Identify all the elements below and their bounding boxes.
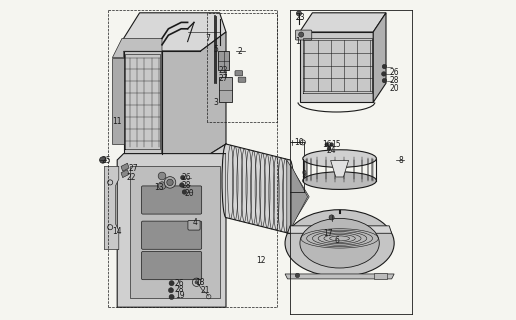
Text: 7: 7 xyxy=(205,34,210,43)
Polygon shape xyxy=(124,51,162,154)
Polygon shape xyxy=(287,226,392,233)
Circle shape xyxy=(330,143,333,147)
Circle shape xyxy=(195,281,198,284)
Circle shape xyxy=(325,143,329,147)
Circle shape xyxy=(382,78,386,83)
Text: 26: 26 xyxy=(181,173,191,182)
Text: 23: 23 xyxy=(296,13,305,22)
Text: 4: 4 xyxy=(192,218,197,227)
Polygon shape xyxy=(292,166,308,227)
Polygon shape xyxy=(300,13,386,32)
Polygon shape xyxy=(121,170,129,178)
FancyBboxPatch shape xyxy=(141,186,202,214)
Circle shape xyxy=(381,72,386,76)
Circle shape xyxy=(182,190,187,194)
Text: 27: 27 xyxy=(219,74,229,83)
Text: 21: 21 xyxy=(200,286,210,295)
FancyBboxPatch shape xyxy=(141,221,202,249)
Text: 11: 11 xyxy=(112,117,122,126)
Circle shape xyxy=(382,64,386,69)
Circle shape xyxy=(327,147,331,151)
Polygon shape xyxy=(130,166,220,298)
Text: 6: 6 xyxy=(335,236,340,245)
Text: 1: 1 xyxy=(296,37,300,46)
Ellipse shape xyxy=(303,150,376,167)
Text: 3: 3 xyxy=(213,98,218,107)
Polygon shape xyxy=(285,274,394,279)
Ellipse shape xyxy=(285,210,394,277)
Text: 22: 22 xyxy=(219,66,229,75)
Text: 26: 26 xyxy=(389,68,399,76)
Circle shape xyxy=(158,172,166,180)
Text: 19: 19 xyxy=(175,292,184,300)
FancyBboxPatch shape xyxy=(188,220,200,230)
Circle shape xyxy=(295,273,300,278)
Text: 14: 14 xyxy=(112,228,122,236)
FancyBboxPatch shape xyxy=(296,30,312,40)
Circle shape xyxy=(167,179,173,186)
Circle shape xyxy=(296,11,301,16)
FancyBboxPatch shape xyxy=(238,77,246,82)
Circle shape xyxy=(299,32,304,37)
Text: 26: 26 xyxy=(175,279,184,288)
Polygon shape xyxy=(331,160,349,177)
Circle shape xyxy=(169,294,174,300)
Ellipse shape xyxy=(300,219,379,268)
Polygon shape xyxy=(112,58,124,144)
Circle shape xyxy=(181,175,185,180)
Circle shape xyxy=(164,177,176,188)
Text: 28: 28 xyxy=(389,76,399,84)
Polygon shape xyxy=(121,163,129,171)
Text: 22: 22 xyxy=(126,173,136,182)
FancyBboxPatch shape xyxy=(235,71,243,76)
Polygon shape xyxy=(112,38,162,58)
Text: 5: 5 xyxy=(213,45,218,54)
Bar xyxy=(374,273,387,279)
Circle shape xyxy=(329,215,334,220)
Polygon shape xyxy=(287,160,309,234)
Polygon shape xyxy=(162,32,226,160)
Text: 9: 9 xyxy=(301,170,306,179)
Text: 20: 20 xyxy=(184,189,194,198)
Polygon shape xyxy=(226,144,290,234)
Polygon shape xyxy=(124,13,226,51)
Text: 13: 13 xyxy=(154,183,164,192)
Polygon shape xyxy=(218,51,229,70)
Polygon shape xyxy=(373,13,386,102)
Circle shape xyxy=(180,183,184,187)
Text: 18: 18 xyxy=(196,278,205,287)
Text: 10: 10 xyxy=(294,138,304,147)
Text: 24: 24 xyxy=(327,146,336,155)
Ellipse shape xyxy=(303,172,376,189)
Text: 8: 8 xyxy=(398,156,403,164)
Text: 2: 2 xyxy=(237,47,242,56)
Text: 28: 28 xyxy=(181,181,191,190)
Polygon shape xyxy=(200,144,271,208)
Text: 20: 20 xyxy=(389,84,399,92)
FancyBboxPatch shape xyxy=(141,252,202,280)
Circle shape xyxy=(169,281,174,286)
Text: 15: 15 xyxy=(332,140,341,149)
Polygon shape xyxy=(300,32,373,102)
Text: 12: 12 xyxy=(256,256,266,265)
Circle shape xyxy=(168,288,173,293)
Polygon shape xyxy=(219,77,232,102)
Circle shape xyxy=(158,182,166,189)
Text: 27: 27 xyxy=(128,164,138,172)
Circle shape xyxy=(100,157,106,163)
Text: 17: 17 xyxy=(324,229,333,238)
Polygon shape xyxy=(117,154,226,307)
Polygon shape xyxy=(104,166,119,250)
Text: 28: 28 xyxy=(175,285,184,294)
Text: 25: 25 xyxy=(101,156,111,164)
Text: 16: 16 xyxy=(322,140,332,149)
